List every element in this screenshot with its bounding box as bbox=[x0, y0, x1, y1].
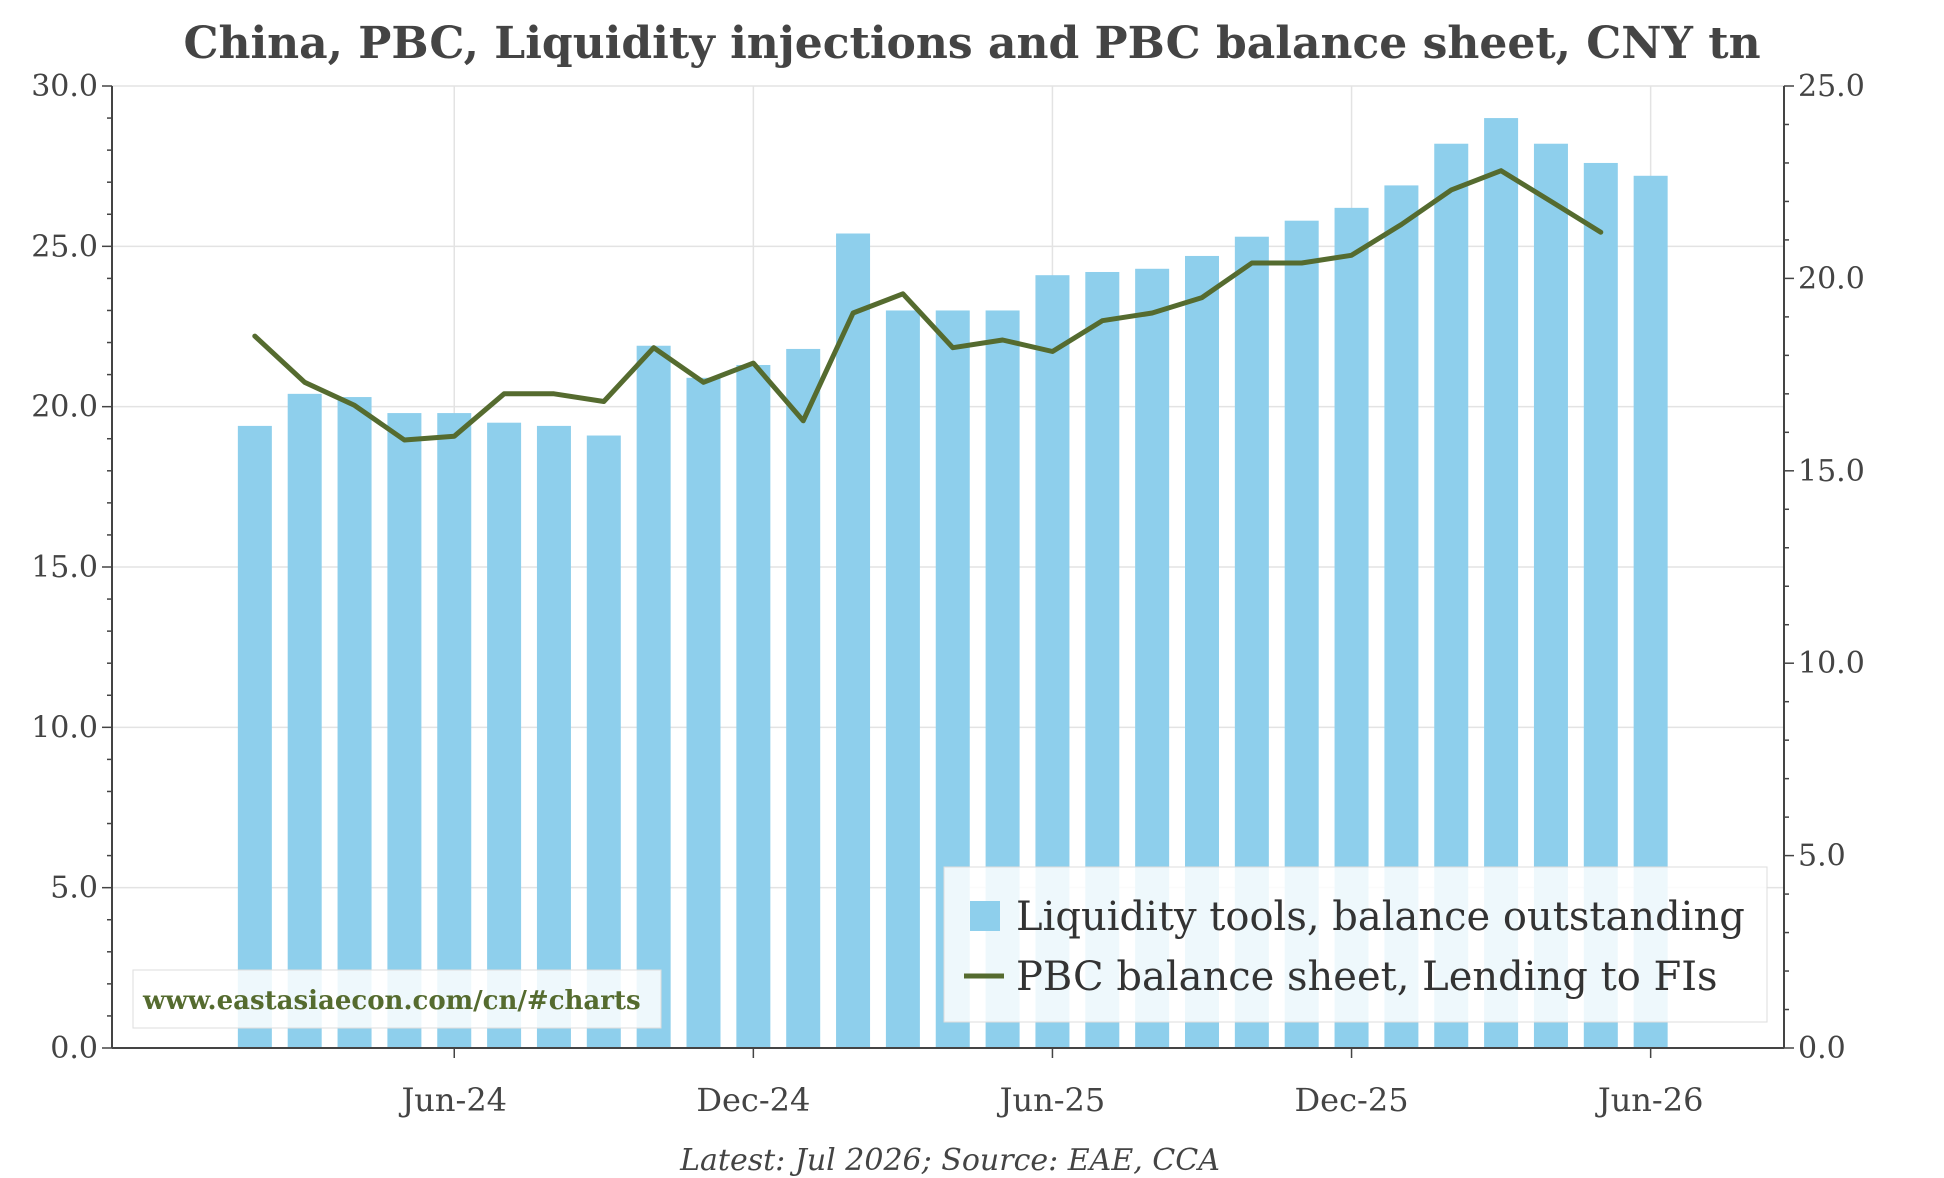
left-tick-label: 25.0 bbox=[31, 229, 98, 264]
bar bbox=[536, 425, 571, 1048]
bar bbox=[487, 422, 522, 1048]
left-tick-label: 5.0 bbox=[50, 871, 98, 906]
bar bbox=[836, 233, 871, 1049]
x-tick-label: Dec-25 bbox=[1295, 1081, 1409, 1119]
left-axis-ticks: 0.0 5.0 10.0 15.0 20.0 25.0 30.0 bbox=[31, 69, 98, 1066]
bar bbox=[686, 377, 721, 1049]
bar bbox=[786, 348, 821, 1048]
line-series bbox=[252, 168, 1604, 443]
left-tick-label: 0.0 bbox=[50, 1031, 98, 1066]
right-tick-label: 20.0 bbox=[1798, 261, 1865, 296]
right-tick-label: 5.0 bbox=[1798, 839, 1846, 874]
right-tick-label: 0.0 bbox=[1798, 1031, 1846, 1066]
bar bbox=[287, 393, 322, 1049]
legend-swatch-liquidity bbox=[970, 901, 1000, 931]
bar bbox=[337, 397, 372, 1049]
bar bbox=[437, 413, 472, 1049]
right-tick-label: 25.0 bbox=[1798, 69, 1865, 104]
legend-box bbox=[943, 866, 1768, 1023]
bar bbox=[586, 435, 621, 1048]
footnote: Latest: Jul 2026; Source: EAE, CCA bbox=[679, 1143, 1220, 1178]
right-axis-ticks: 0.0 5.0 10.0 15.0 20.0 25.0 bbox=[1798, 69, 1865, 1066]
left-tick-label: 15.0 bbox=[31, 550, 98, 585]
legend-label-liquidity: Liquidity tools, balance outstanding bbox=[1016, 894, 1745, 940]
bar bbox=[636, 345, 671, 1048]
left-tick-label: 20.0 bbox=[31, 390, 98, 425]
left-tick-label: 30.0 bbox=[31, 69, 98, 104]
right-tick-label: 15.0 bbox=[1798, 454, 1865, 489]
bar bbox=[387, 413, 422, 1049]
x-tick-label: Dec-24 bbox=[696, 1081, 810, 1119]
legend-label-balance-sheet: PBC balance sheet, Lending to FIs bbox=[1016, 954, 1718, 1000]
watermark: www.eastasiaecon.com/cn/#charts bbox=[132, 969, 662, 1029]
axes bbox=[102, 85, 1794, 1058]
bar bbox=[736, 364, 771, 1049]
x-tick-label: Jun-25 bbox=[997, 1081, 1106, 1119]
watermark-text: www.eastasiaecon.com/cn/#charts bbox=[142, 986, 641, 1016]
right-tick-label: 10.0 bbox=[1798, 646, 1865, 681]
chart-title: China, PBC, Liquidity injections and PBC… bbox=[183, 18, 1760, 69]
bar bbox=[885, 310, 920, 1048]
x-tick-label: Jun-24 bbox=[398, 1081, 507, 1119]
left-tick-label: 10.0 bbox=[31, 710, 98, 745]
legend: Liquidity tools, balance outstanding PBC… bbox=[943, 866, 1768, 1023]
bar bbox=[237, 425, 272, 1048]
x-axis-ticks: Jun-24 Dec-24 Jun-25 Dec-25 Jun-26 bbox=[398, 1081, 1703, 1119]
line-balance-sheet bbox=[252, 168, 1604, 443]
x-tick-label: Jun-26 bbox=[1595, 1081, 1704, 1119]
